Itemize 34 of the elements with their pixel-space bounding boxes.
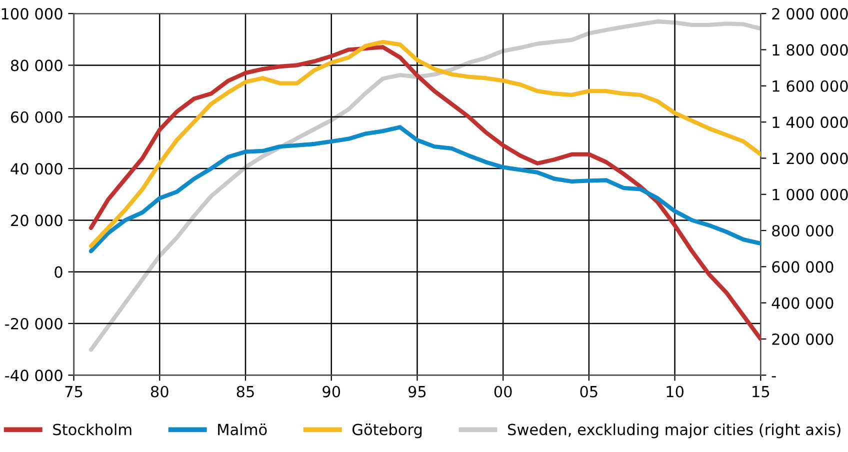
y-tick-label: 20 000 <box>11 214 62 226</box>
legend-label: Sweden, exckluding major cities (right axis) <box>508 423 840 438</box>
x-tick-label: 85 <box>236 386 254 398</box>
x-tick-label: 00 <box>494 386 512 398</box>
y2-tick-label: 600 000 <box>772 261 834 273</box>
y-tick-label: -40 000 <box>5 370 62 382</box>
legend-label: Göteborg <box>352 423 422 438</box>
x-tick-label: 05 <box>580 386 598 398</box>
x-tick-label: 75 <box>65 386 82 398</box>
y-tick-label: 0 <box>54 266 62 278</box>
y2-tick-label: 1 000 000 <box>772 188 848 200</box>
y2-tick-label: 1 400 000 <box>772 116 848 128</box>
y2-tick-label: 1 200 000 <box>772 152 848 164</box>
y2-tick-label: 1 800 000 <box>772 44 848 56</box>
y-tick-label: -20 000 <box>5 318 62 330</box>
x-tick-label: 10 <box>666 386 684 398</box>
x-tick-label: 15 <box>752 386 770 398</box>
y2-tick-label: 800 000 <box>772 224 834 237</box>
y2-tick-label: - <box>772 376 776 378</box>
line-series <box>88 125 761 254</box>
y-tick-label: 40 000 <box>10 162 62 175</box>
legend-label: Stockholm <box>53 423 132 436</box>
y2-tick-label: 200 000 <box>772 333 834 346</box>
y-tick-label: 100 000 <box>2 8 62 20</box>
x-tick-label: 90 <box>322 386 340 398</box>
y-tick-label: 80 000 <box>10 60 62 72</box>
y-tick-label: 60 000 <box>10 111 62 123</box>
y2-tick-label: 400 000 <box>772 297 834 309</box>
x-tick-label: 80 <box>150 386 168 398</box>
line-series <box>88 40 761 248</box>
y2-tick-label: 2 000 000 <box>772 8 848 20</box>
legend-label: Malmö <box>218 423 267 436</box>
y2-tick-label: 1 600 000 <box>772 80 848 92</box>
x-tick-label: 95 <box>408 386 426 398</box>
